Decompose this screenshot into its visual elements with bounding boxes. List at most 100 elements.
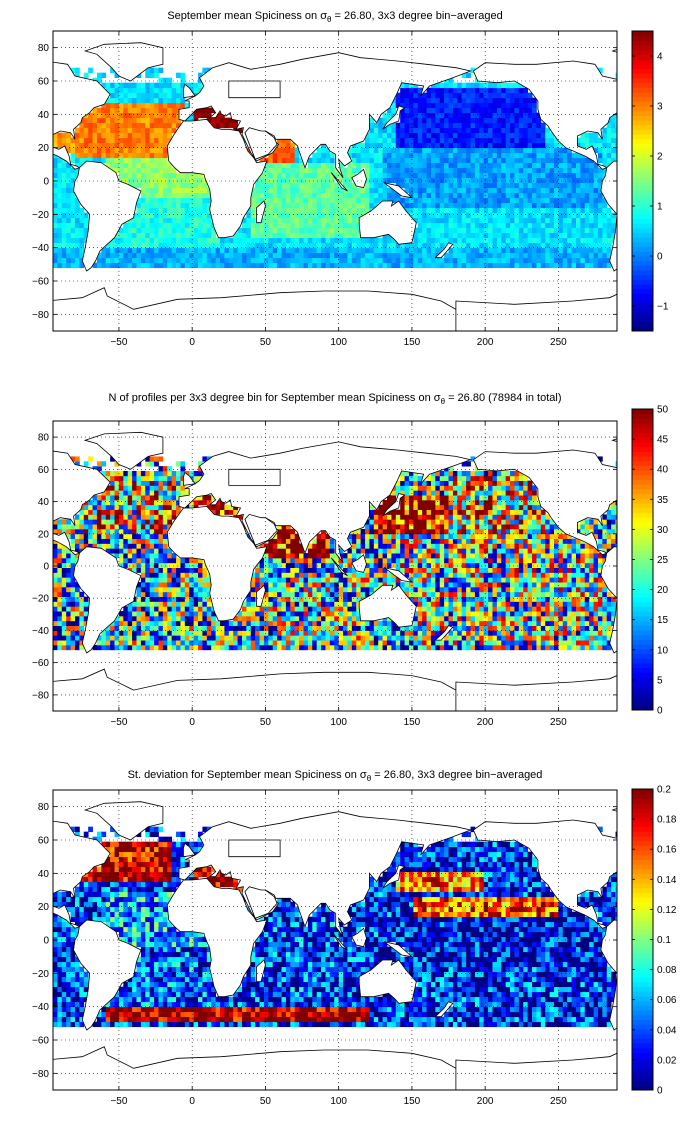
heatmap-cell bbox=[356, 212, 362, 219]
heatmap-cell bbox=[321, 202, 326, 209]
heatmap-cell bbox=[241, 137, 247, 144]
heatmap-cell bbox=[162, 152, 168, 159]
heatmap-cell bbox=[118, 112, 124, 119]
heatmap-cell bbox=[545, 127, 551, 134]
heatmap-cell bbox=[479, 157, 485, 164]
heatmap-cell bbox=[299, 596, 304, 602]
heatmap-cell bbox=[549, 262, 555, 269]
heatmap-cell bbox=[470, 152, 476, 159]
heatmap-cell bbox=[492, 107, 498, 114]
heatmap-cell bbox=[57, 611, 63, 617]
heatmap-cell bbox=[532, 107, 537, 114]
heatmap-cell bbox=[171, 192, 177, 199]
heatmap-cell bbox=[114, 504, 120, 511]
heatmap-cell bbox=[140, 528, 146, 535]
heatmap-cell bbox=[369, 167, 375, 174]
heatmap-cell bbox=[523, 182, 529, 189]
colorbar-swatch bbox=[632, 120, 653, 126]
colorbar-swatch bbox=[632, 148, 653, 154]
heatmap-cell bbox=[514, 102, 520, 109]
heatmap-cell bbox=[549, 137, 555, 144]
heatmap-cell bbox=[70, 524, 76, 530]
heatmap-cell bbox=[510, 237, 515, 244]
heatmap-cell bbox=[162, 102, 168, 109]
heatmap-cell bbox=[290, 577, 296, 583]
heatmap-cell bbox=[439, 227, 445, 234]
heatmap-cell bbox=[202, 107, 208, 114]
heatmap-cell bbox=[277, 533, 282, 540]
heatmap-cell bbox=[101, 127, 107, 134]
heatmap-cell bbox=[294, 242, 300, 249]
heatmap-cell bbox=[479, 207, 485, 214]
heatmap-cell bbox=[303, 172, 309, 179]
heatmap-cell bbox=[180, 470, 186, 477]
heatmap-cell bbox=[474, 152, 480, 159]
heatmap-cell bbox=[53, 262, 58, 269]
heatmap-cell bbox=[584, 247, 590, 254]
heatmap-cell bbox=[53, 177, 58, 184]
heatmap-cell bbox=[162, 232, 168, 239]
heatmap-cell bbox=[154, 147, 159, 154]
heatmap-cell bbox=[593, 192, 599, 199]
heatmap-cell bbox=[105, 97, 111, 104]
heatmap-cell bbox=[101, 112, 107, 119]
heatmap-cell bbox=[189, 82, 195, 89]
heatmap-cell bbox=[466, 87, 471, 94]
heatmap-cell bbox=[206, 591, 212, 598]
heatmap-cell bbox=[580, 222, 586, 229]
heatmap-cell bbox=[263, 557, 269, 564]
heatmap-cell bbox=[123, 470, 129, 477]
heatmap-cell bbox=[505, 227, 511, 234]
heatmap-cell bbox=[198, 177, 203, 184]
heatmap-cell bbox=[171, 625, 177, 631]
heatmap-cell bbox=[496, 212, 502, 219]
heatmap-cell bbox=[290, 147, 296, 154]
heatmap-cell bbox=[215, 644, 221, 651]
heatmap-cell bbox=[299, 640, 304, 646]
heatmap-cell bbox=[61, 237, 67, 244]
heatmap-cell bbox=[369, 142, 375, 149]
heatmap-cell bbox=[158, 543, 164, 549]
heatmap-cell bbox=[606, 127, 612, 134]
heatmap-cell bbox=[505, 167, 511, 174]
heatmap-cell bbox=[448, 262, 454, 269]
heatmap-cell bbox=[180, 77, 186, 84]
heatmap-cell bbox=[92, 495, 98, 501]
heatmap-cell bbox=[101, 132, 107, 139]
heatmap-cell bbox=[110, 625, 115, 631]
heatmap-cell bbox=[57, 644, 63, 651]
heatmap-cell bbox=[488, 212, 493, 219]
heatmap-cell bbox=[110, 97, 115, 104]
heatmap-cell bbox=[149, 644, 155, 651]
heatmap-cell bbox=[145, 117, 151, 124]
heatmap-cell bbox=[299, 548, 304, 554]
heatmap-cell bbox=[606, 132, 612, 139]
heatmap-cell bbox=[558, 142, 564, 149]
heatmap-cell bbox=[466, 107, 471, 114]
heatmap-cell bbox=[290, 586, 296, 593]
heatmap-cell bbox=[277, 611, 282, 617]
heatmap-cell bbox=[299, 615, 304, 622]
heatmap-cell bbox=[430, 227, 436, 234]
heatmap-cell bbox=[325, 232, 331, 239]
heatmap-cell bbox=[198, 635, 203, 641]
heatmap-cell bbox=[74, 548, 80, 554]
heatmap-cell bbox=[417, 197, 423, 204]
heatmap-cell bbox=[391, 252, 397, 259]
heatmap-cell bbox=[127, 470, 133, 477]
heatmap-cell bbox=[189, 572, 195, 578]
heatmap-cell bbox=[136, 242, 142, 249]
heatmap-cell bbox=[382, 257, 388, 264]
heatmap-cell bbox=[105, 147, 111, 154]
heatmap-cell bbox=[145, 82, 151, 89]
heatmap-cell bbox=[378, 187, 384, 194]
heatmap-cell bbox=[263, 257, 269, 264]
heatmap-cell bbox=[246, 640, 252, 646]
heatmap-cell bbox=[611, 142, 616, 149]
heatmap-cell bbox=[127, 257, 133, 264]
heatmap-cell bbox=[492, 142, 498, 149]
heatmap-cell bbox=[400, 87, 405, 94]
heatmap-cell bbox=[444, 132, 449, 139]
heatmap-cell bbox=[83, 504, 89, 511]
